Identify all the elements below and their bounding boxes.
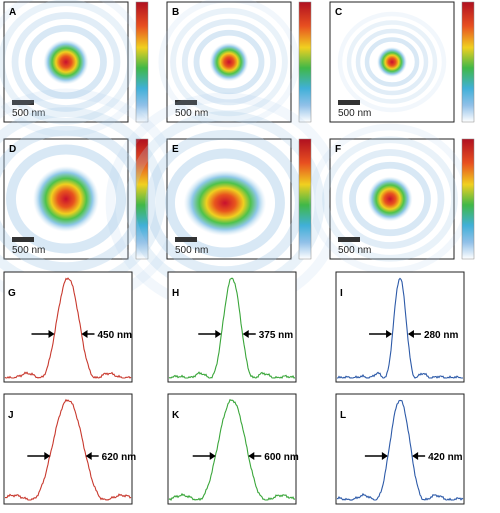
ring — [349, 161, 431, 237]
width-label: 375 nm — [259, 330, 294, 341]
panel-label: G — [8, 288, 16, 299]
ring — [11, 12, 121, 112]
scale-bar-label: 500 nm — [175, 108, 208, 119]
profile-frame — [167, 271, 297, 383]
scale-bar — [338, 237, 360, 242]
profile-frame — [335, 271, 465, 383]
panel-label: K — [172, 410, 180, 421]
ring — [181, 18, 277, 106]
ring — [337, 11, 447, 113]
panel-label: H — [172, 288, 179, 299]
profile-panel: L 420 nm — [335, 393, 465, 505]
profile-curve — [168, 398, 296, 502]
profile-curve — [168, 277, 296, 379]
image-panel: B 500 nm — [158, 0, 312, 128]
panel-label: D — [9, 144, 16, 155]
ring — [25, 24, 107, 100]
colorbar — [135, 1, 149, 123]
scale-bar-label: 500 nm — [175, 245, 208, 256]
ring — [158, 0, 300, 128]
profile-panel: I 280 nm — [335, 271, 465, 383]
ring — [165, 148, 285, 258]
width-label: 600 nm — [264, 452, 299, 463]
panel-label: C — [335, 7, 342, 18]
image-panel: F 500 nm — [308, 123, 475, 275]
arrowhead — [209, 452, 216, 460]
scale-bar-label: 500 nm — [12, 108, 45, 119]
scale-bar — [12, 237, 34, 242]
width-label: 450 nm — [98, 330, 133, 341]
scale-bar — [338, 100, 360, 105]
width-label: 280 nm — [424, 330, 459, 341]
scale-bar-label: 500 nm — [12, 245, 45, 256]
arrowhead — [48, 330, 55, 338]
profile-frame — [3, 393, 133, 505]
panel-label: L — [340, 410, 346, 421]
focal-spot — [377, 47, 407, 77]
colorbar — [298, 138, 312, 260]
arrowhead — [407, 330, 414, 338]
arrowhead — [248, 452, 255, 460]
colorbar — [461, 1, 475, 123]
arrowhead — [242, 330, 249, 338]
arrowhead — [381, 452, 388, 460]
scale-bar — [175, 237, 197, 242]
arrowhead — [85, 452, 92, 460]
image-panel: A 500 nm — [0, 0, 149, 138]
focal-spot — [209, 42, 249, 82]
scale-bar — [175, 100, 197, 105]
profile-curve — [4, 277, 132, 379]
profile-panel: J 620 nm — [3, 393, 137, 505]
arrowhead — [44, 452, 51, 460]
arrowhead — [81, 330, 88, 338]
profile-curve — [5, 398, 132, 501]
profile-frame — [3, 271, 133, 383]
profile-panel: K 600 nm — [167, 393, 299, 505]
profile-frame — [335, 393, 465, 505]
ring — [322, 136, 458, 262]
ring — [355, 28, 429, 96]
image-panel: C 500 nm — [329, 1, 475, 123]
profile-frame — [167, 393, 297, 505]
arrowhead — [215, 330, 222, 338]
ring — [346, 20, 438, 104]
colorbar — [298, 1, 312, 123]
arrowhead — [412, 452, 419, 460]
scale-bar — [12, 100, 34, 105]
panel-label: B — [172, 7, 179, 18]
focal-spot — [33, 166, 99, 232]
colorbar — [135, 138, 149, 260]
profile-panel: H 375 nm — [167, 271, 297, 383]
focal-spot — [183, 170, 267, 236]
width-label: 420 nm — [428, 452, 463, 463]
ring — [193, 29, 265, 95]
panel-label: J — [8, 410, 14, 421]
ring — [170, 7, 288, 117]
ring — [0, 0, 134, 125]
arrowhead — [386, 330, 393, 338]
panel-label: F — [335, 144, 341, 155]
ring — [6, 144, 126, 254]
scale-bar-label: 500 nm — [338, 245, 371, 256]
panel-label: A — [9, 7, 16, 18]
width-label: 620 nm — [102, 452, 137, 463]
focal-spot — [367, 176, 413, 222]
focal-spot — [43, 39, 89, 85]
ring — [335, 149, 445, 249]
profile-curve — [337, 277, 463, 379]
scale-bar-label: 500 nm — [338, 108, 371, 119]
colorbar — [461, 138, 475, 260]
panel-label: E — [172, 144, 179, 155]
profile-panel: G 450 nm — [3, 271, 133, 383]
panel-label: I — [340, 288, 343, 299]
ring — [364, 37, 420, 87]
profile-curve — [336, 399, 464, 501]
